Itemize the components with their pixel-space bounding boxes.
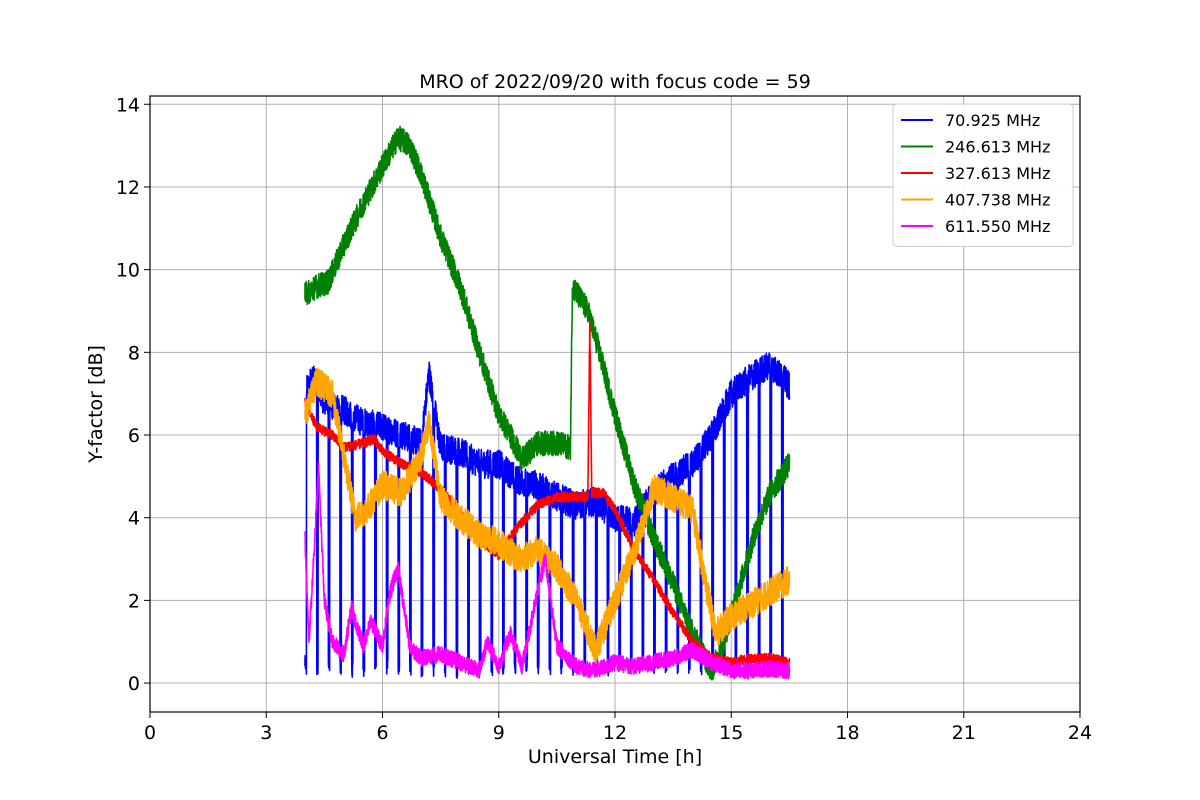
y-tick-label: 4 bbox=[128, 508, 140, 530]
y-tick-label: 0 bbox=[128, 673, 140, 695]
series-line-2 bbox=[304, 125, 791, 681]
legend-label: 246.613 MHz bbox=[945, 138, 1050, 157]
chart-title: MRO of 2022/09/20 with focus code = 59 bbox=[419, 71, 811, 93]
legend-label: 70.925 MHz bbox=[945, 111, 1040, 130]
series-line-3 bbox=[304, 320, 791, 668]
y-tick-label: 2 bbox=[128, 590, 140, 612]
legend-label: 407.738 MHz bbox=[945, 191, 1050, 210]
legend-label: 611.550 MHz bbox=[945, 217, 1050, 236]
x-tick-label: 0 bbox=[144, 722, 156, 744]
legend-box bbox=[892, 103, 1074, 247]
x-tick-label: 6 bbox=[376, 722, 388, 744]
x-tick-label: 21 bbox=[952, 722, 976, 744]
y-tick-label: 6 bbox=[128, 425, 140, 447]
series-line-1 bbox=[304, 352, 791, 679]
y-tick-label: 8 bbox=[128, 342, 140, 364]
legend: 70.925 MHz 246.613 MHz 327.613 MHz 407.738 … bbox=[892, 103, 1074, 247]
grid bbox=[149, 96, 1081, 712]
x-tick-label: 3 bbox=[260, 722, 272, 744]
x-tick-label: 9 bbox=[493, 722, 505, 744]
x-tick-label: 12 bbox=[603, 722, 627, 744]
legend-label: 327.613 MHz bbox=[945, 164, 1050, 183]
x-axis-title: Universal Time [h] bbox=[528, 746, 702, 768]
y-axis-title: Y-factor [dB] bbox=[85, 345, 107, 464]
series-line-5 bbox=[304, 462, 791, 680]
x-tick-label: 15 bbox=[719, 722, 743, 744]
y-tick-label: 12 bbox=[116, 177, 140, 199]
y-tick-label: 10 bbox=[116, 260, 140, 282]
x-tick-label: 24 bbox=[1068, 722, 1092, 744]
series-layer bbox=[304, 125, 791, 681]
y-tick-label: 14 bbox=[116, 94, 140, 116]
x-tick-label: 18 bbox=[835, 722, 859, 744]
